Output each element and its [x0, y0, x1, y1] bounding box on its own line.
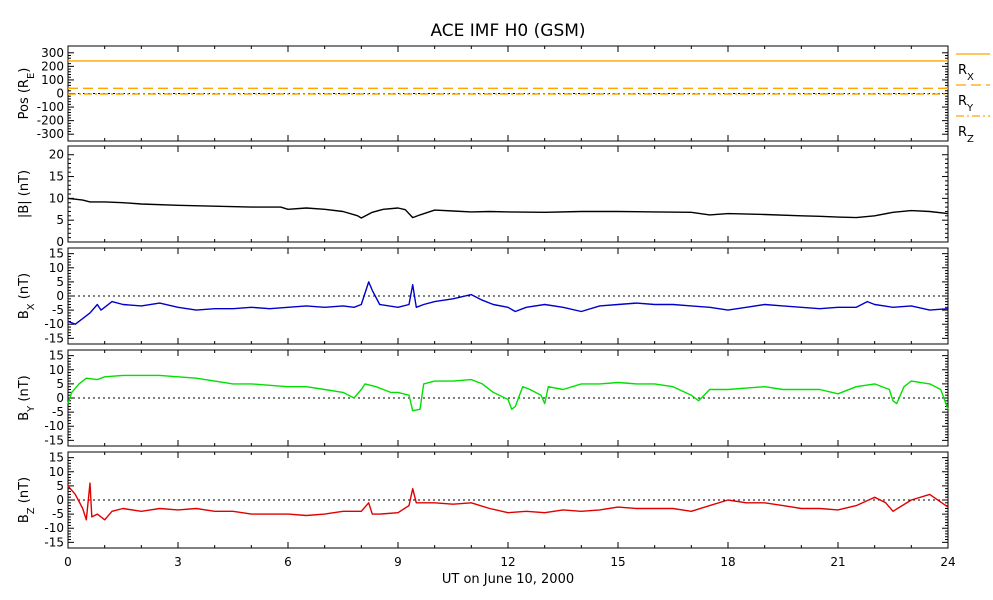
y-tick-label: 0 [56, 87, 64, 101]
y-axis-title-bmag: |B| (nT) [17, 170, 32, 218]
y-tick-label: 15 [49, 247, 64, 261]
y-axis-title-main: B [17, 514, 32, 523]
series-by-0 [67, 374, 949, 412]
y-tick-label: 5 [56, 213, 64, 227]
y-axis-title-by: BY (nT) [17, 375, 37, 421]
x-tick-label: 15 [610, 555, 625, 569]
y-axis-title-pos: Pos (RE) [17, 68, 37, 120]
y-tick-label: 20 [49, 148, 64, 162]
y-axis-title-tail: (nT) [17, 273, 32, 303]
y-tick-label: 300 [41, 46, 64, 60]
x-axis: 0 3 6 9 12 15 18 21 24 [64, 555, 955, 569]
y-axis-title-main: Pos (R [17, 79, 32, 119]
y-tick-label: 0 [56, 289, 64, 303]
y-tick-label: 15 [49, 170, 64, 184]
y-axis-title-sub: Y [26, 405, 37, 413]
y-axis-title-main: B [17, 310, 32, 319]
y-tick-label: 200 [41, 59, 64, 73]
x-tick-label: 18 [720, 555, 735, 569]
y-tick-label: 5 [56, 479, 64, 493]
y-tick-label: 10 [49, 363, 64, 377]
y-tick-label: -10 [44, 419, 64, 433]
legend-label: RY [958, 94, 974, 114]
y-tick-label: 15 [49, 349, 64, 363]
y-axis-title-sub: E [26, 73, 37, 79]
y-axis-title-main: |B| (nT) [17, 170, 32, 218]
y-tick-label: 10 [49, 465, 64, 479]
y-axis-title-tail: ) [17, 68, 32, 73]
y-axis-title-bx: BX (nT) [17, 273, 37, 319]
legend-label: RX [958, 63, 974, 83]
y-tick-label: -15 [44, 433, 64, 447]
y-tick-label: 10 [49, 191, 64, 205]
y-tick-label: -10 [44, 317, 64, 331]
y-tick-label: -300 [37, 127, 64, 141]
chart-title: ACE IMF H0 (GSM) [430, 21, 585, 41]
y-axis-title-bz: BZ (nT) [17, 477, 37, 523]
x-tick-label: 6 [284, 555, 292, 569]
y-tick-label: 5 [56, 275, 64, 289]
x-tick-label: 24 [940, 555, 955, 569]
y-tick-label: -5 [52, 405, 64, 419]
x-tick-label: 21 [830, 555, 845, 569]
y-axis-title-main: B [17, 412, 32, 421]
y-tick-label: 0 [56, 391, 64, 405]
series-bz-0 [67, 482, 949, 521]
y-tick-label: -15 [44, 331, 64, 345]
panel-bmag: 0 5 10 15 20 |B| (nT) [17, 145, 949, 249]
y-tick-label: -200 [37, 114, 64, 128]
y-tick-label: 10 [49, 261, 64, 275]
x-tick-label: 0 [64, 555, 72, 569]
y-tick-label: 5 [56, 377, 64, 391]
y-axis-title-tail: (nT) [17, 477, 32, 507]
legend: RX RY RZ [956, 53, 990, 145]
y-tick-label: -10 [44, 521, 64, 535]
y-tick-label: 100 [41, 73, 64, 87]
series-bx-0 [67, 281, 949, 325]
legend-label: RZ [958, 125, 974, 145]
y-tick-label: -15 [44, 535, 64, 549]
series-bmag-0 [67, 197, 949, 219]
y-axis-title-sub: X [26, 303, 37, 310]
x-axis-title: UT on June 10, 2000 [442, 572, 574, 587]
y-tick-label: -100 [37, 100, 64, 114]
y-tick-label: 0 [56, 235, 64, 249]
x-tick-label: 12 [500, 555, 515, 569]
y-axis-title-sub: Z [26, 507, 37, 514]
y-axis-title-tail: (nT) [17, 375, 32, 405]
y-tick-label: 0 [56, 493, 64, 507]
panel-frame [67, 145, 949, 243]
y-tick-label: -5 [52, 303, 64, 317]
x-tick-label: 3 [174, 555, 182, 569]
y-tick-label: 15 [49, 451, 64, 465]
x-tick-label: 9 [394, 555, 402, 569]
y-tick-label: -5 [52, 507, 64, 521]
